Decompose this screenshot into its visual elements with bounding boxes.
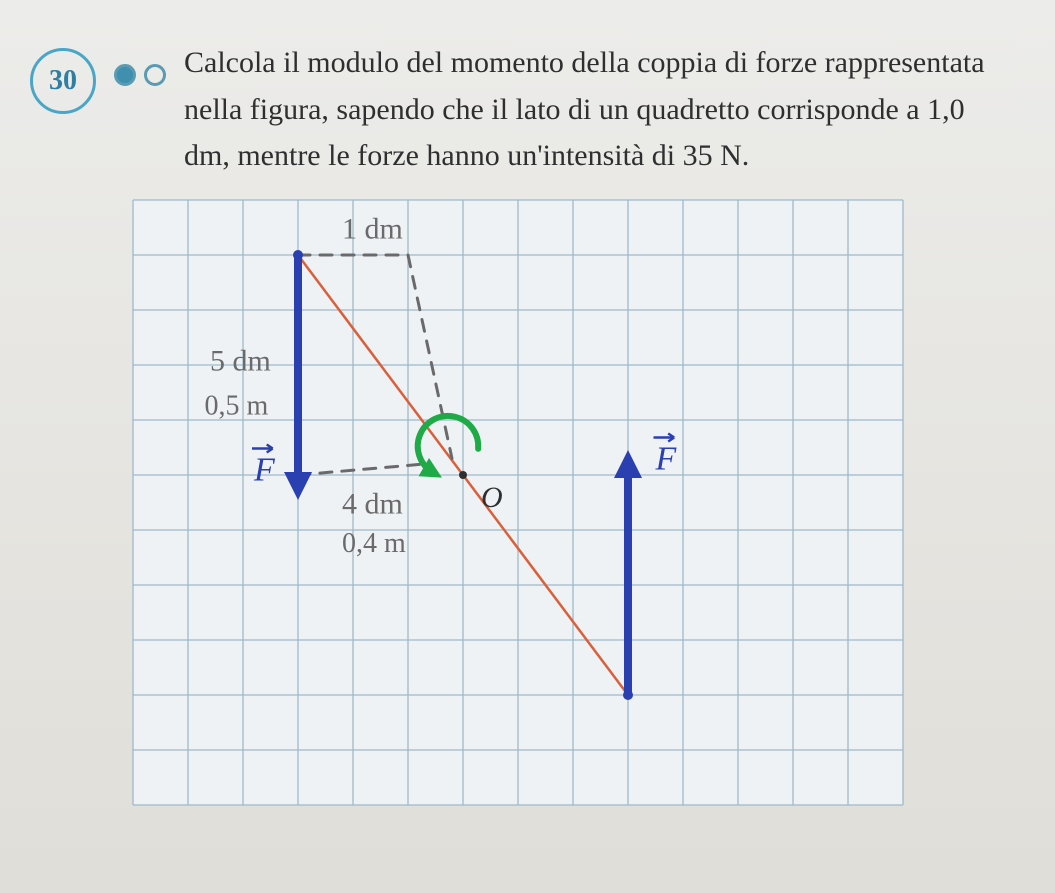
- force-label: F: [253, 451, 276, 488]
- handwritten-annotation: 0,5 m: [204, 390, 268, 421]
- difficulty-dots: [114, 64, 166, 86]
- center-O-label: O: [481, 481, 503, 514]
- figure-svg: O F F 1 dm 5 dm 0,5 m 4 dm 0,4 m: [113, 190, 923, 815]
- figure-container: O F F 1 dm 5 dm 0,5 m 4 dm 0,4 m: [30, 190, 1005, 815]
- difficulty-dot-filled: [114, 64, 136, 86]
- problem-number-badge: 30: [30, 48, 96, 114]
- problem-block: 30 Calcola il modulo del momento della c…: [30, 40, 1005, 180]
- page: 30 Calcola il modulo del momento della c…: [0, 0, 1055, 893]
- center-point: [459, 471, 467, 479]
- difficulty-dot-empty: [144, 64, 166, 86]
- handwritten-annotation: 5 dm: [210, 344, 271, 377]
- handwritten-annotation: 1 dm: [342, 212, 403, 245]
- handwritten-annotation: 4 dm: [342, 487, 403, 520]
- force-label: F: [654, 440, 677, 477]
- vector-endpoint-dot: [293, 250, 303, 260]
- handwritten-annotation: 0,4 m: [342, 528, 406, 559]
- problem-text: Calcola il modulo del momento della copp…: [184, 40, 1005, 180]
- vector-endpoint-dot: [623, 690, 633, 700]
